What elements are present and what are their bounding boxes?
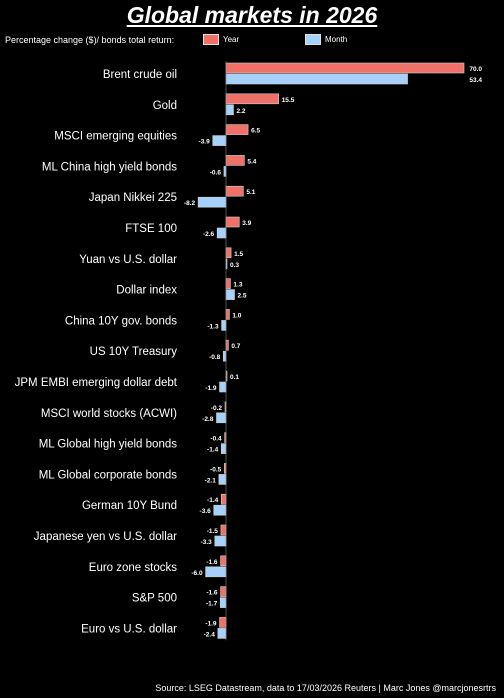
data-label-month: 2.2 — [236, 108, 245, 115]
data-label-month: -3.6 — [200, 508, 212, 515]
bar-month — [220, 443, 227, 454]
bar-year — [225, 309, 230, 320]
data-label-year: -1.9 — [205, 620, 217, 627]
data-label-month: -1.7 — [206, 601, 218, 608]
data-label-month: -2.8 — [202, 416, 214, 423]
bar-month — [217, 628, 227, 639]
legend-swatch-year — [203, 34, 219, 45]
category-label: Japan Nikkei 225 — [89, 192, 177, 204]
bar-year — [225, 155, 245, 166]
data-label-year: 5.1 — [246, 189, 255, 196]
data-label-month: -1.3 — [207, 323, 219, 330]
bar-month — [218, 474, 227, 485]
data-label-year: 1.3 — [233, 282, 242, 289]
bar-month — [219, 597, 227, 608]
bar-year — [225, 185, 244, 197]
bar-month — [197, 196, 227, 208]
category-label: FTSE 100 — [125, 223, 177, 235]
bar-month — [222, 350, 227, 362]
bar-month — [219, 381, 227, 393]
category-label: China 10Y gov. bonds — [65, 315, 177, 327]
category-label: Gold — [153, 100, 177, 112]
bar-year — [225, 339, 229, 351]
category-label: Euro zone stocks — [89, 562, 177, 574]
bar-year — [220, 524, 227, 536]
bar-month — [216, 412, 227, 424]
bar-month — [214, 535, 227, 547]
data-label-month: 0.3 — [230, 262, 239, 269]
bar-month — [216, 227, 227, 239]
data-label-year: 3.9 — [242, 220, 251, 227]
bar-month — [225, 289, 235, 300]
data-label-year: 0.1 — [230, 374, 239, 381]
chart-title: Global markets in 2026 — [126, 2, 378, 28]
legend-swatch-month — [305, 34, 321, 45]
data-label-year: 1.0 — [232, 312, 241, 319]
bar-month — [223, 166, 227, 177]
bar-year — [225, 93, 280, 105]
category-label: MSCI world stocks (ACWI) — [41, 408, 177, 420]
data-label-year: -0.5 — [210, 466, 222, 473]
bar-month — [221, 320, 227, 331]
data-label-year: -1.4 — [207, 497, 219, 504]
data-label-year: -1.5 — [207, 528, 219, 535]
source-note: Source: LSEG Datastream, data to 17/03/2… — [155, 683, 496, 693]
data-label-year: 6.5 — [251, 128, 260, 135]
data-label-month: -6.0 — [191, 570, 203, 577]
bar-month — [213, 504, 227, 516]
data-label-month: -0.8 — [209, 354, 221, 361]
category-label: JPM EMBI emerging dollar debt — [15, 377, 178, 389]
category-label: Japanese yen vs U.S. dollar — [34, 531, 177, 543]
data-label-year: -1.6 — [206, 559, 218, 566]
data-label-year: 5.4 — [247, 158, 256, 165]
category-label: Dollar index — [116, 285, 177, 297]
data-label-month: -2.1 — [205, 477, 217, 484]
data-label-year: -0.2 — [211, 405, 223, 412]
data-label-month: -3.3 — [201, 539, 213, 546]
data-label-year: -1.6 — [206, 590, 218, 597]
bar-month — [212, 135, 227, 146]
legend-label-year: Year — [223, 35, 240, 44]
category-label: Brent crude oil — [103, 69, 177, 81]
data-label-year: 0.7 — [231, 343, 240, 350]
category-label: MSCI emerging equities — [54, 131, 177, 143]
bar-month — [225, 104, 234, 116]
data-label-month: -2.6 — [203, 231, 215, 238]
data-label-month: -1.9 — [205, 385, 217, 392]
data-label-month: -2.4 — [204, 631, 216, 638]
bar-year — [220, 493, 227, 505]
data-label-year: 1.5 — [234, 251, 243, 258]
bar-year — [220, 555, 227, 567]
category-label: Yuan vs U.S. dollar — [79, 254, 177, 266]
data-label-month: -3.9 — [199, 139, 211, 146]
category-label: S&P 500 — [132, 593, 177, 605]
data-label-month: 53.4 — [469, 77, 482, 84]
category-label: US 10Y Treasury — [90, 346, 178, 358]
category-label: German 10Y Bund — [82, 500, 177, 512]
legend-label-month: Month — [325, 35, 348, 44]
bar-month — [205, 566, 227, 578]
bar-month — [225, 73, 408, 85]
bar-year — [220, 586, 227, 597]
bar-year — [225, 216, 240, 228]
bar-year — [219, 617, 227, 628]
data-label-month: -0.6 — [210, 169, 222, 176]
bar-year — [225, 62, 465, 74]
data-label-month: 2.5 — [238, 293, 247, 300]
category-label: ML China high yield bonds — [42, 161, 177, 173]
data-label-year: 15.5 — [282, 97, 295, 104]
data-label-year: 70.0 — [469, 66, 482, 73]
bar-year — [225, 124, 249, 135]
bar-year — [225, 278, 231, 289]
category-label: ML Global high yield bonds — [39, 439, 178, 451]
data-label-month: -8.2 — [184, 200, 196, 207]
bar-year — [225, 247, 232, 259]
category-label: Euro vs U.S. dollar — [81, 623, 177, 635]
data-label-month: -1.4 — [207, 447, 219, 454]
category-label: ML Global corporate bonds — [39, 469, 178, 481]
data-label-year: -0.4 — [210, 436, 222, 443]
chart-subtitle: Percentage change ($)/ bonds total retur… — [5, 35, 175, 45]
